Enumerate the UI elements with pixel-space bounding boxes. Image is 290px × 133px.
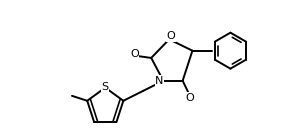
Text: N: N — [155, 76, 164, 86]
Text: S: S — [102, 82, 109, 92]
Text: O: O — [167, 31, 175, 41]
Text: O: O — [186, 93, 195, 103]
Text: O: O — [130, 49, 139, 59]
